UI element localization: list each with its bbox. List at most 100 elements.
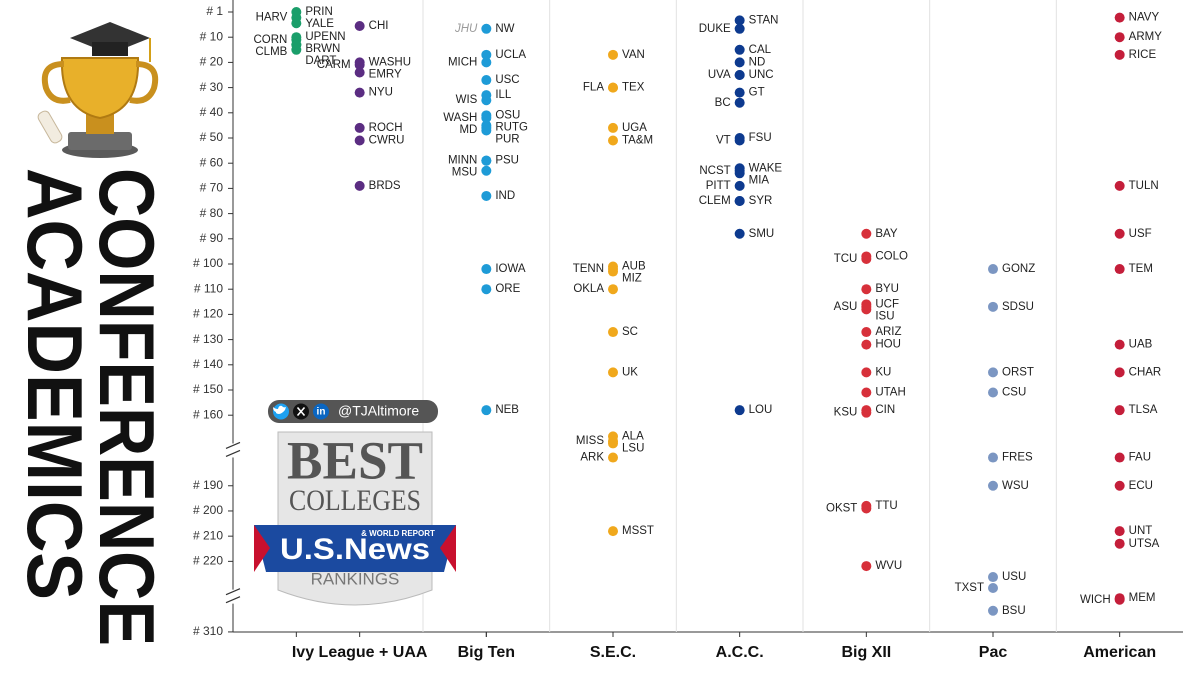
point-label: BSU bbox=[1002, 605, 1026, 617]
point-label: WASHU bbox=[369, 56, 411, 68]
point-label: WSU bbox=[1002, 480, 1029, 492]
data-point bbox=[1114, 405, 1125, 416]
data-point bbox=[988, 572, 998, 583]
data-point bbox=[481, 57, 492, 68]
point-label: WICH bbox=[1080, 594, 1111, 606]
logo-colleges: COLLEGES bbox=[289, 484, 421, 517]
point-label: ROCH bbox=[369, 122, 403, 134]
plot-area: # 1 # 10 # 20 # 30 # 40 # 50 # 60 # 70 # 80 # 90 #… bbox=[193, 0, 1183, 661]
data-point bbox=[354, 67, 365, 78]
data-point bbox=[481, 75, 492, 86]
point-label: ASU bbox=[834, 301, 858, 313]
data-point bbox=[861, 284, 872, 295]
data-point bbox=[481, 284, 492, 295]
data-point bbox=[608, 266, 618, 277]
point-label: STAN bbox=[749, 14, 779, 26]
point-label: MEM bbox=[1129, 592, 1156, 604]
point-label: NYU bbox=[369, 87, 393, 99]
point-label: NAVY bbox=[1129, 12, 1160, 24]
data-point bbox=[608, 82, 618, 93]
point-label: CHAR bbox=[1129, 366, 1162, 378]
point-label: UAB bbox=[1129, 339, 1153, 351]
point-label: DART bbox=[305, 55, 336, 67]
y-tick-label: # 130 bbox=[193, 332, 223, 346]
point-label: WAKE bbox=[749, 162, 783, 174]
data-point bbox=[734, 228, 745, 239]
usnews-logo: BEST COLLEGES & WORLD REPORT U.S.News RA… bbox=[254, 430, 456, 606]
point-label: FLA bbox=[583, 82, 604, 94]
point-label: TCU bbox=[834, 253, 858, 265]
y-tick-label: # 20 bbox=[200, 55, 224, 69]
point-label: BYU bbox=[875, 283, 899, 295]
y-tick-label: # 140 bbox=[193, 357, 223, 371]
point-label: ARIZ bbox=[875, 326, 901, 338]
y-tick-label: # 60 bbox=[200, 155, 224, 169]
data-point bbox=[734, 97, 745, 108]
data-point bbox=[354, 21, 365, 31]
social-handle: @TJAltimore bbox=[338, 403, 419, 419]
point-label: IND bbox=[495, 190, 515, 202]
point-label: CIN bbox=[875, 404, 895, 416]
point-label: FSU bbox=[749, 132, 772, 144]
side-title-line2: ACADEMICS bbox=[11, 168, 99, 600]
data-point bbox=[861, 367, 872, 378]
data-point bbox=[734, 15, 745, 26]
point-label: PUR bbox=[495, 133, 519, 145]
data-point bbox=[988, 264, 998, 275]
point-label: VT bbox=[716, 135, 731, 147]
data-point bbox=[354, 135, 365, 146]
y-tick-label: # 190 bbox=[193, 478, 223, 492]
point-label: TA&M bbox=[622, 135, 653, 147]
data-point bbox=[354, 180, 365, 191]
point-label: OSU bbox=[495, 109, 520, 121]
y-tick-label: # 70 bbox=[200, 181, 224, 195]
point-label: ECU bbox=[1129, 480, 1153, 492]
data-point bbox=[608, 367, 618, 378]
data-point bbox=[734, 57, 745, 68]
data-point bbox=[481, 49, 492, 60]
point-label: MISS bbox=[576, 435, 604, 447]
data-point bbox=[481, 405, 492, 416]
point-label: WVU bbox=[875, 560, 902, 572]
point-label: SMU bbox=[749, 228, 775, 240]
y-tick-label: # 150 bbox=[193, 382, 223, 396]
point-label: MIA bbox=[749, 174, 770, 186]
point-label: DUKE bbox=[699, 23, 731, 35]
point-label: FRES bbox=[1002, 452, 1033, 464]
data-point bbox=[481, 23, 492, 34]
y-tick-label: # 160 bbox=[193, 407, 223, 421]
point-label: LSU bbox=[622, 442, 644, 454]
data-point bbox=[861, 228, 872, 239]
point-label: EMRY bbox=[369, 68, 402, 80]
data-point bbox=[734, 87, 745, 98]
point-label: PRIN bbox=[305, 6, 332, 18]
point-label: YALE bbox=[305, 18, 334, 30]
data-point bbox=[608, 284, 618, 295]
data-point bbox=[1114, 538, 1125, 549]
axis-break-mark bbox=[225, 588, 241, 596]
data-point bbox=[481, 165, 492, 176]
x-category-label: Pac bbox=[979, 644, 1008, 661]
point-label: ILL bbox=[495, 89, 512, 101]
point-label: ARMY bbox=[1129, 31, 1163, 43]
point-label: BC bbox=[715, 97, 731, 109]
data-point bbox=[481, 264, 492, 275]
data-point bbox=[988, 605, 998, 616]
y-tick-label: # 210 bbox=[193, 528, 223, 542]
point-label: CARM bbox=[317, 59, 351, 71]
x-category-label: Big XII bbox=[841, 644, 891, 661]
point-label: TULN bbox=[1129, 180, 1159, 192]
axis-break-mark bbox=[225, 449, 241, 458]
point-label: HARV bbox=[256, 12, 288, 24]
x-category-label: Big Ten bbox=[458, 644, 515, 661]
point-label: ARK bbox=[580, 452, 604, 464]
affiliate-label: JHU bbox=[454, 23, 478, 35]
data-point bbox=[481, 125, 492, 136]
point-label: UTSA bbox=[1129, 538, 1160, 550]
point-label: UVA bbox=[708, 69, 731, 81]
point-label: UTAH bbox=[875, 387, 905, 399]
logo-brand: U.S.News bbox=[280, 533, 430, 566]
data-point bbox=[734, 23, 745, 34]
y-tick-label: # 80 bbox=[200, 206, 224, 220]
